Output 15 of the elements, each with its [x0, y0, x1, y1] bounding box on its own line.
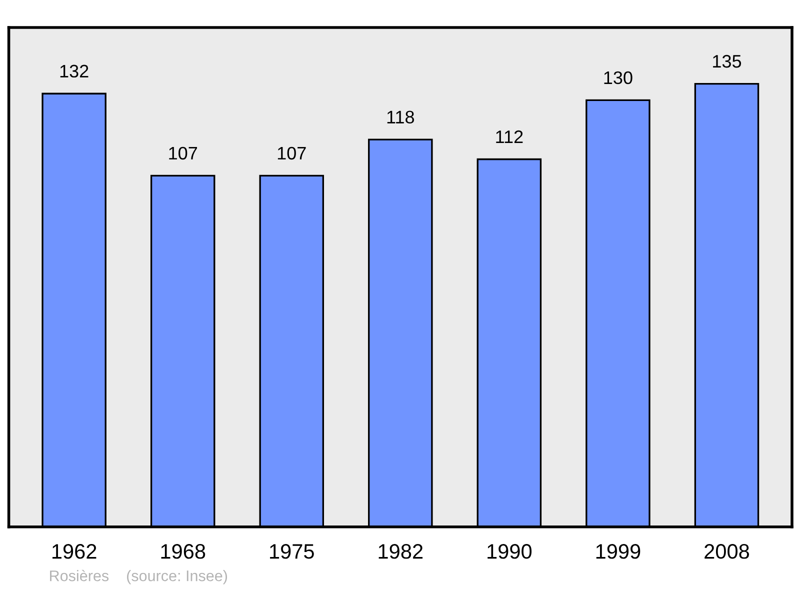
data-label: 107 [278, 146, 306, 160]
data-label: 107 [169, 146, 197, 160]
data-label: 130 [604, 71, 632, 84]
x-tick-label: 1982 [378, 544, 423, 559]
x-tick-label: 1990 [488, 544, 532, 559]
x-tick-label: 1968 [161, 544, 206, 559]
data-label: 135 [713, 54, 742, 68]
text: Rosières (source: Insee) [50, 570, 228, 584]
x-tick-label: 1999 [596, 544, 640, 559]
x-tick-label: 2008 [704, 544, 750, 559]
x-tick-label: 1975 [270, 544, 314, 559]
data-label: 132 [60, 64, 88, 78]
x-tick-label: 1962 [52, 544, 96, 559]
data-label: 118 [387, 110, 414, 124]
data-label: 112 [496, 130, 523, 144]
